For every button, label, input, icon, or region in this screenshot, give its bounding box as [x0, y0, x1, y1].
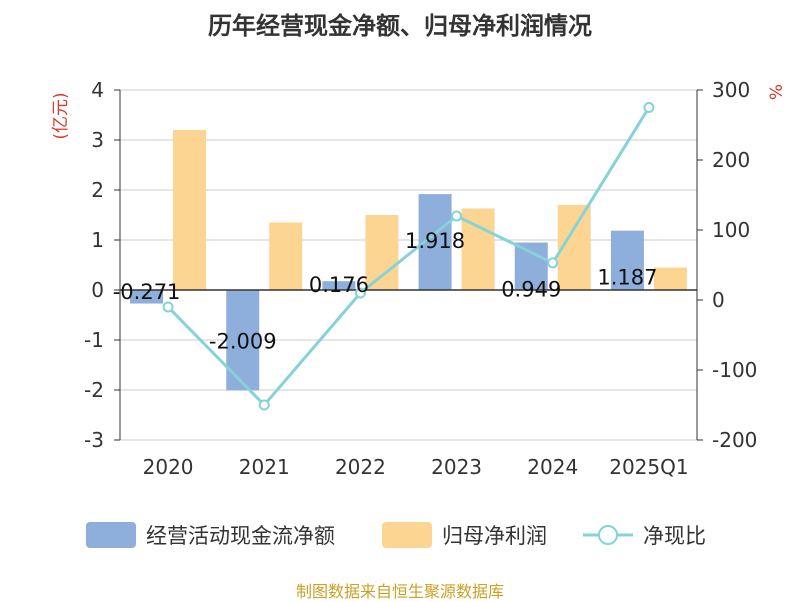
bar-cashflow [610, 230, 644, 290]
bar-net-profit [173, 130, 207, 290]
y-right-tick-label: -100 [712, 358, 757, 382]
line-point [258, 399, 270, 411]
data-label: 1.918 [405, 229, 465, 253]
y-left-tick-label: 2 [91, 178, 104, 202]
y-left-tick-label: 0 [91, 278, 104, 302]
line-point [547, 257, 559, 269]
line-point [354, 287, 366, 299]
bar-net-profit [653, 267, 687, 290]
line-group [162, 102, 655, 411]
y-left-tick-label: 1 [91, 228, 104, 252]
y-right-tick-label: 0 [712, 288, 725, 312]
y-left-tick-label: -3 [84, 428, 104, 452]
data-label: 1.187 [597, 266, 657, 290]
line-point [451, 210, 463, 222]
legend-label: 净现比 [643, 524, 706, 548]
legend-swatch [86, 522, 136, 548]
bar-net-profit [269, 222, 303, 290]
y-right-tick-label: -200 [712, 428, 757, 452]
y-left-tick-label: -2 [84, 378, 104, 402]
chart-title: 历年经营现金净额、归母净利润情况 [208, 12, 592, 40]
grid-lines [120, 89, 697, 441]
data-label: -0.271 [113, 280, 181, 304]
data-labels: -0.271 -2.009 0.176 1.918 0.949 1.187 [113, 229, 658, 353]
source-note: 制图数据来自恒生聚源数据库 [295, 582, 504, 601]
bar-net-profit [365, 215, 399, 290]
data-label: -2.009 [209, 329, 277, 353]
y-left-unit: (亿元) [51, 92, 71, 139]
data-label: 0.176 [309, 273, 369, 297]
legend-label: 归母净利润 [442, 524, 547, 548]
bar-cashflow [322, 281, 356, 290]
x-tick-label: 2024 [527, 455, 578, 479]
line-point [162, 301, 174, 313]
data-label: 0.949 [501, 278, 561, 302]
legend: 经营活动现金流净额 归母净利润 净现比 [86, 522, 706, 548]
y-left-tick-label: 4 [91, 78, 104, 102]
legend-swatch-marker [598, 525, 618, 545]
x-tick-label: 2021 [239, 455, 290, 479]
line-net-cash-ratio [167, 106, 651, 408]
bar-cashflow [130, 290, 164, 304]
x-tick-label: 2025Q1 [609, 455, 688, 479]
axes: 4 3 2 1 0 -1 -2 -3 300 200 100 0 -100 -200 (亿元)% 2020 20… [51, 78, 787, 479]
x-tick-label: 2022 [335, 455, 386, 479]
y-right-tick-label: 200 [712, 148, 750, 172]
line-point [643, 102, 655, 113]
y-right-tick-label: 300 [712, 78, 750, 102]
x-tick-label: 2020 [143, 455, 194, 479]
x-tick-label: 2023 [431, 455, 482, 479]
y-left-tick-label: 3 [91, 128, 104, 152]
legend-label: 经营活动现金流净额 [146, 524, 335, 548]
y-left-tick-label: -1 [84, 328, 104, 352]
y-right-tick-label: 100 [712, 218, 750, 242]
y-right-unit: % [767, 84, 787, 100]
legend-swatch [382, 522, 432, 548]
bar-cashflow [514, 242, 548, 290]
